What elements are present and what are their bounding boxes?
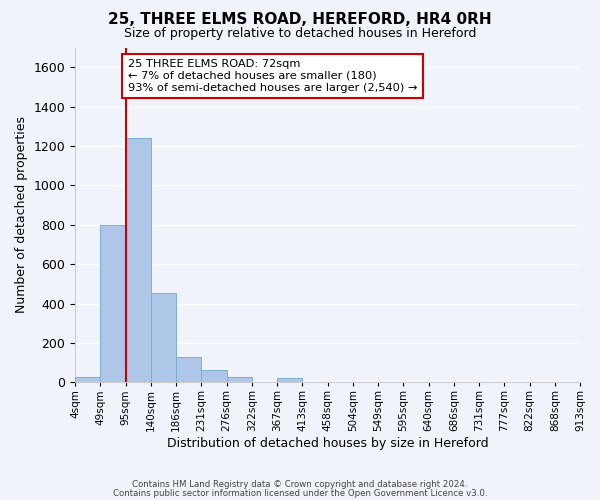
Text: Size of property relative to detached houses in Hereford: Size of property relative to detached ho… [124,28,476,40]
Bar [202,370,227,382]
Bar [100,225,125,382]
Text: 25, THREE ELMS ROAD, HEREFORD, HR4 0RH: 25, THREE ELMS ROAD, HEREFORD, HR4 0RH [108,12,492,28]
X-axis label: Distribution of detached houses by size in Hereford: Distribution of detached houses by size … [167,437,488,450]
Bar [125,138,151,382]
Bar [151,292,176,382]
Bar [277,378,302,382]
Bar [75,378,100,382]
Y-axis label: Number of detached properties: Number of detached properties [15,116,28,314]
Text: Contains public sector information licensed under the Open Government Licence v3: Contains public sector information licen… [113,488,487,498]
Bar [176,357,202,382]
Bar [227,378,252,382]
Text: Contains HM Land Registry data © Crown copyright and database right 2024.: Contains HM Land Registry data © Crown c… [132,480,468,489]
Text: 25 THREE ELMS ROAD: 72sqm
← 7% of detached houses are smaller (180)
93% of semi-: 25 THREE ELMS ROAD: 72sqm ← 7% of detach… [128,60,418,92]
